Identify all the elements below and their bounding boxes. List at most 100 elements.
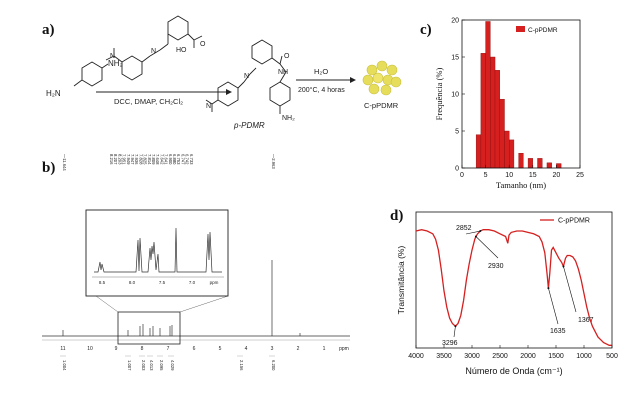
- panel-d-letter: d): [390, 208, 404, 224]
- histogram-y-tick-label: 10: [451, 92, 459, 99]
- nmr-x-tick: 3: [271, 346, 274, 352]
- diamine-nh2-bottom: H₂N: [46, 89, 61, 98]
- nmr-inset: [85, 209, 229, 297]
- nmr-inset-ticks: 8.5 8.0 7.5 7.0 ppm: [99, 280, 219, 285]
- ftir-x-tick-label: 3500: [436, 353, 452, 360]
- conditions-2-top: H₂O: [314, 67, 328, 76]
- nmr-x-tick: 9: [115, 346, 118, 352]
- histogram-y-label: Frequência (%): [434, 68, 444, 121]
- nmr-peak-label: 8.216: [109, 154, 114, 165]
- ftir-x-tick-label: 1500: [548, 353, 564, 360]
- histogram-bar: [485, 21, 491, 169]
- nmr-main-peaks: [62, 260, 301, 336]
- methylred-ring-1: [121, 55, 143, 81]
- nmr-integral-label: 4.029: [170, 360, 175, 371]
- histogram-bar: [518, 152, 524, 169]
- ftir-annotation-arrow: [465, 230, 481, 235]
- nmr-x-tick: 8: [141, 346, 144, 352]
- product-nh2: NH₂: [282, 115, 295, 122]
- nmr-peak-labels: —11.644 8.216 8.207 8.203 7.951 7.949 7.947 7.9…: [62, 154, 276, 171]
- conditions-2-bottom: 200°C, 4 horas: [298, 86, 345, 94]
- diamine-ring: [81, 61, 103, 87]
- histogram-bar: [556, 163, 562, 169]
- carbon-dots-cluster: [362, 60, 402, 96]
- nmr-peak-label: 7.641: [164, 154, 169, 165]
- nmr-peak-label: 7.947: [130, 154, 135, 165]
- nmr-peak-label: —2.963: [271, 154, 276, 169]
- histogram-bar: [527, 158, 534, 169]
- nmr-x-ticks: 11 10 9 8 7 6 5 4 3 2 1 ppm: [60, 346, 348, 352]
- reagent-n: N: [110, 53, 115, 60]
- ftir-x-tick-label: 4000: [408, 353, 424, 360]
- nmr-integral-label: 1.004: [62, 360, 67, 371]
- ftir-annotation-arrow: [475, 236, 499, 259]
- ftir-annotation-point: [547, 287, 550, 290]
- histogram-x-tick-label: 10: [505, 172, 513, 179]
- product-o: O: [284, 53, 290, 60]
- histogram-x-tick-label: 5: [484, 172, 488, 179]
- nanoparticle-label: C-pPDMR: [364, 101, 399, 110]
- histogram-y-tick-label: 15: [451, 55, 459, 62]
- ftir-series-line: [415, 229, 612, 346]
- histogram-x-tick-label: 0: [460, 172, 464, 179]
- histogram-bar: [494, 70, 500, 169]
- nmr-peak-label: 8.203: [117, 154, 122, 165]
- nmr-inset-tick: 8.5: [99, 280, 106, 285]
- nmr-x-tick: 7: [167, 346, 170, 352]
- histogram-bar: [499, 98, 505, 169]
- nmr-peak-label: 7.825: [143, 154, 148, 165]
- size-histogram: 0 5 10 15 20 25 0 5 10 15 20 Tamanho (nm) Frequência…: [434, 18, 584, 191]
- nmr-peak-label: —11.644: [62, 154, 67, 171]
- product-n: N: [206, 103, 211, 110]
- nmr-x-tick: 10: [87, 346, 93, 352]
- nmr-integral-label: 6.200: [271, 360, 276, 371]
- histogram-bar: [546, 162, 552, 169]
- nmr-peak-label: 7.949: [126, 154, 131, 165]
- ftir-annotation-label: 2930: [488, 263, 504, 270]
- nmr-peak-label: 6.880: [172, 154, 177, 165]
- ftir-x-label: Número de Onda (cm⁻¹): [465, 366, 562, 376]
- ftir-y-label: Transmitância (%): [396, 246, 406, 315]
- histogram-legend-label: C-pPDMR: [528, 27, 558, 34]
- nmr-spectrum: —11.644 8.216 8.207 8.203 7.951 7.949 7.947 7.9…: [42, 154, 350, 371]
- nmr-peak-label: 7.648: [155, 154, 160, 165]
- nmr-peak-label: 6.747: [180, 154, 185, 165]
- nmr-peak-label: 7.809: [151, 154, 156, 165]
- nmr-inset-peaks: [94, 227, 222, 273]
- nmr-integral-label: 2.156: [239, 360, 244, 371]
- histogram-bar: [480, 53, 486, 169]
- ftir-frame: [415, 211, 613, 349]
- panel-b-letter: b): [42, 160, 56, 176]
- product-nh: NH: [278, 69, 288, 76]
- ftir-annotation-label: 3296: [442, 340, 458, 347]
- ftir-x-tick-label: 3000: [464, 353, 480, 360]
- panel-c-letter: c): [420, 22, 432, 38]
- product-label: p-PDMR: [233, 121, 265, 130]
- ftir-annotation-arrow: [563, 266, 577, 313]
- ftir-annotation-label: 1635: [550, 328, 566, 335]
- nmr-peak-label: 6.733: [189, 154, 194, 165]
- histogram-bar: [490, 56, 496, 169]
- ftir-legend-label: C-pPDMR: [558, 218, 590, 225]
- nmr-x-tick: ppm: [339, 346, 349, 352]
- nmr-x-tick: 11: [60, 346, 65, 352]
- nmr-peak-label: 6.753: [176, 154, 181, 165]
- nmr-peak-label: 7.814: [147, 154, 152, 165]
- nmr-x-tick: 4: [245, 346, 248, 352]
- ftir-annotation-arrow: [548, 288, 559, 325]
- nmr-inset-tick: 7.0: [189, 280, 196, 285]
- histogram-y-tick-label: 0: [455, 166, 459, 173]
- nmr-inset-tick: ppm: [210, 280, 219, 285]
- methylred-ring-2: [167, 15, 189, 41]
- histogram-bar: [537, 158, 543, 169]
- ftir-annotation-point: [562, 265, 565, 268]
- nmr-peak-label: 7.642: [159, 154, 164, 165]
- histogram-x-tick-label: 20: [553, 172, 561, 179]
- nmr-x-tick: 5: [219, 346, 222, 352]
- histogram-y-tick-label: 5: [455, 129, 459, 136]
- product-azo-n: N: [244, 73, 249, 80]
- histogram-x-label: Tamanho (nm): [496, 180, 546, 190]
- nmr-x-tick: 1: [323, 346, 326, 352]
- conditions-1: DCC, DMAP, CH₂Cl₂: [114, 97, 183, 106]
- ftir-annotation-label: 1367: [578, 317, 594, 324]
